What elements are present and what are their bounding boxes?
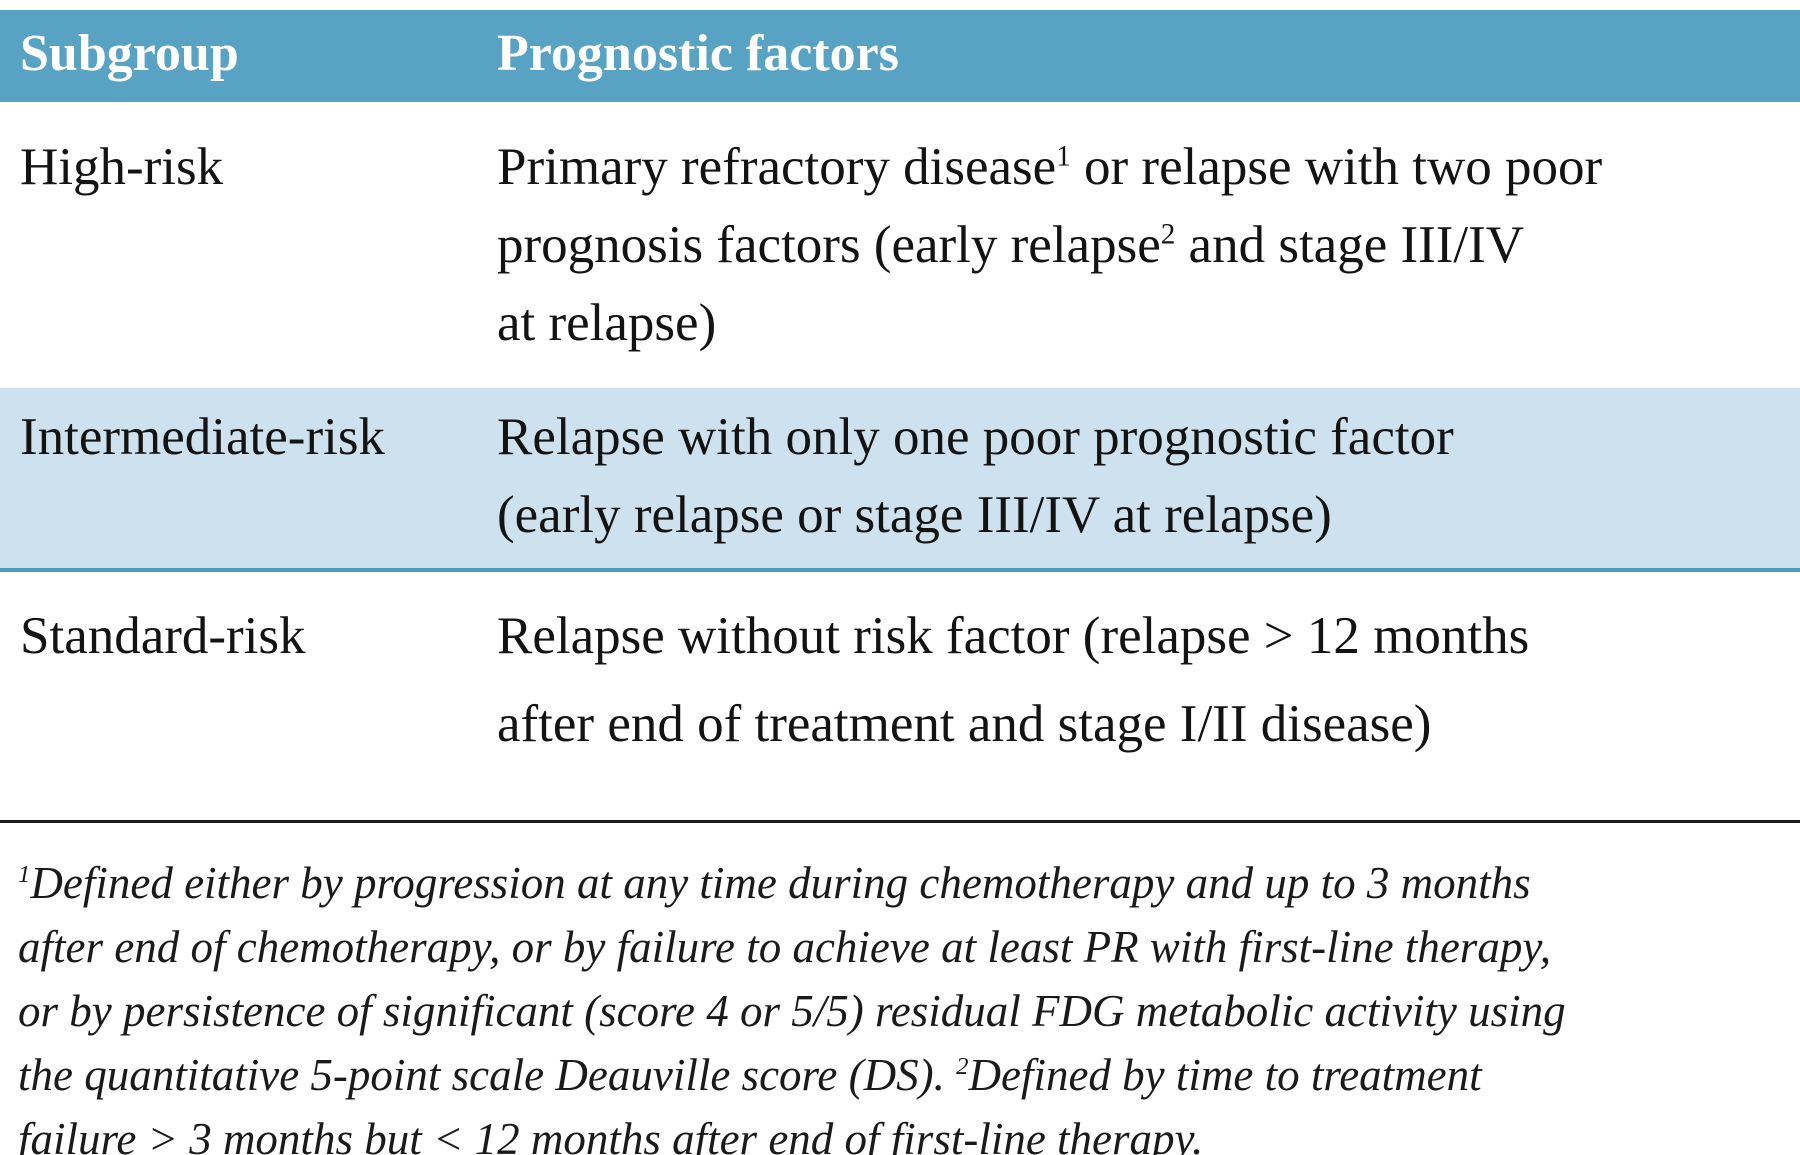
footnote-ref-1: 1: [1056, 140, 1071, 173]
column-header-prognostic-factors: Prognostic factors: [497, 25, 899, 82]
footnote-1-text: Defined either by progression at any tim…: [18, 858, 1566, 1101]
column-header-subgroup: Subgroup: [20, 25, 239, 82]
factors-text: Relapse without risk factor (relapse > 1…: [497, 607, 1530, 754]
factors-text: Primary refractory disease: [497, 138, 1057, 197]
footnote-ref-2: 2: [1160, 218, 1176, 251]
factors-cell-high-risk: Primary refractory disease1 or relapse w…: [497, 128, 1800, 362]
subgroup-cell-intermediate-risk: Intermediate-risk: [20, 408, 385, 467]
factors-text: and stage III/IV at relapse): [497, 216, 1525, 353]
factors-cell-intermediate-risk: Relapse with only one poor prognostic fa…: [497, 398, 1800, 554]
factors-cell-standard-risk: Relapse without risk factor (relapse > 1…: [497, 592, 1800, 768]
table-row-intermediate-risk: Intermediate-risk Relapse with only one …: [0, 388, 1800, 573]
footnote-2-marker: 2: [956, 1053, 969, 1081]
table-header-row: Subgroup Prognostic factors: [0, 10, 1800, 103]
footnote-1-marker: 1: [18, 861, 31, 889]
subgroup-cell-standard-risk: Standard-risk: [20, 607, 306, 666]
table-row-standard-risk: Standard-risk Relapse without risk facto…: [0, 572, 1800, 793]
risk-stratification-table: Subgroup Prognostic factors High-risk Pr…: [0, 10, 1800, 793]
subgroup-cell-high-risk: High-risk: [20, 138, 224, 197]
footnote-separator-line: [0, 820, 1800, 824]
table-row-high-risk: High-risk Primary refractory disease1 or…: [0, 102, 1800, 389]
factors-text: Relapse with only one poor prognostic fa…: [497, 408, 1454, 545]
footnote-2-text: Defined by time to treatment failure > 3…: [18, 1050, 1482, 1155]
footnotes: 1Defined either by progression at any ti…: [0, 851, 1800, 1155]
factors-text: or relapse with two poor prognosis facto…: [497, 138, 1603, 275]
